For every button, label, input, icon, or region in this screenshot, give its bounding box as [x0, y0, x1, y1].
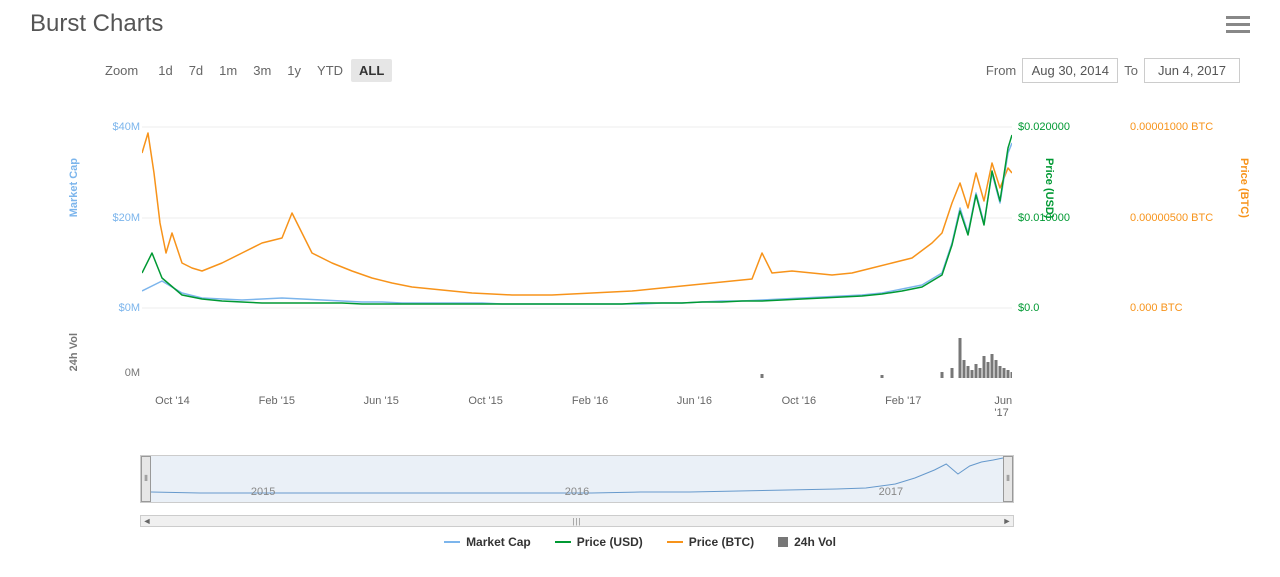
nav-handle-left[interactable]: ⦀ [141, 456, 151, 502]
navigator[interactable]: ⦀ ⦀ 201520162017 [140, 455, 1014, 503]
scroll-left-icon[interactable]: ◄ [141, 516, 153, 526]
zoom-1m[interactable]: 1m [211, 59, 245, 82]
plot-area[interactable]: Oct '14Feb '15Jun '15Oct '15Feb '16Jun '… [142, 113, 1012, 413]
from-input[interactable] [1022, 58, 1118, 83]
zoom-3m[interactable]: 3m [245, 59, 279, 82]
from-label: From [986, 63, 1016, 78]
chart-area: Market Cap 24h Vol Price (USD) Price (BT… [70, 113, 1250, 433]
chart-svg [142, 113, 1012, 413]
axis-label-volume: 24h Vol [68, 333, 80, 371]
legend-item[interactable]: Price (BTC) [667, 535, 754, 549]
page-title: Burst Charts [30, 10, 163, 38]
legend-item[interactable]: Market Cap [444, 535, 531, 549]
yticks-pricebtc: 0.00001000 BTC0.00000500 BTC0.000 BTC [1130, 113, 1250, 413]
axis-label-marketcap: Market Cap [68, 158, 80, 217]
zoom-1d[interactable]: 1d [150, 59, 180, 82]
navigator-scrollbar[interactable]: ◄ ||| ► [140, 515, 1014, 527]
zoom-all[interactable]: ALL [351, 59, 392, 82]
menu-icon[interactable] [1226, 12, 1250, 37]
zoom-7d[interactable]: 7d [181, 59, 211, 82]
legend-item[interactable]: 24h Vol [778, 535, 836, 549]
yticks-priceusd: $0.020000$0.010000$0.0 [1018, 113, 1088, 413]
zoom-label: Zoom [105, 63, 138, 78]
zoom-1y[interactable]: 1y [279, 59, 309, 82]
zoom-controls: Zoom 1d7d1m3m1yYTDALL [105, 63, 392, 78]
legend-item[interactable]: Price (USD) [555, 535, 643, 549]
legend: Market Cap Price (USD) Price (BTC) 24h Vol [30, 535, 1250, 549]
to-label: To [1124, 63, 1138, 78]
yticks-volume: 0M [84, 113, 140, 413]
zoom-ytd[interactable]: YTD [309, 59, 351, 82]
to-input[interactable] [1144, 58, 1240, 83]
scroll-right-icon[interactable]: ► [1001, 516, 1013, 526]
scroll-grip-icon[interactable]: ||| [572, 517, 581, 526]
nav-handle-right[interactable]: ⦀ [1003, 456, 1013, 502]
date-range: From To [986, 58, 1240, 83]
